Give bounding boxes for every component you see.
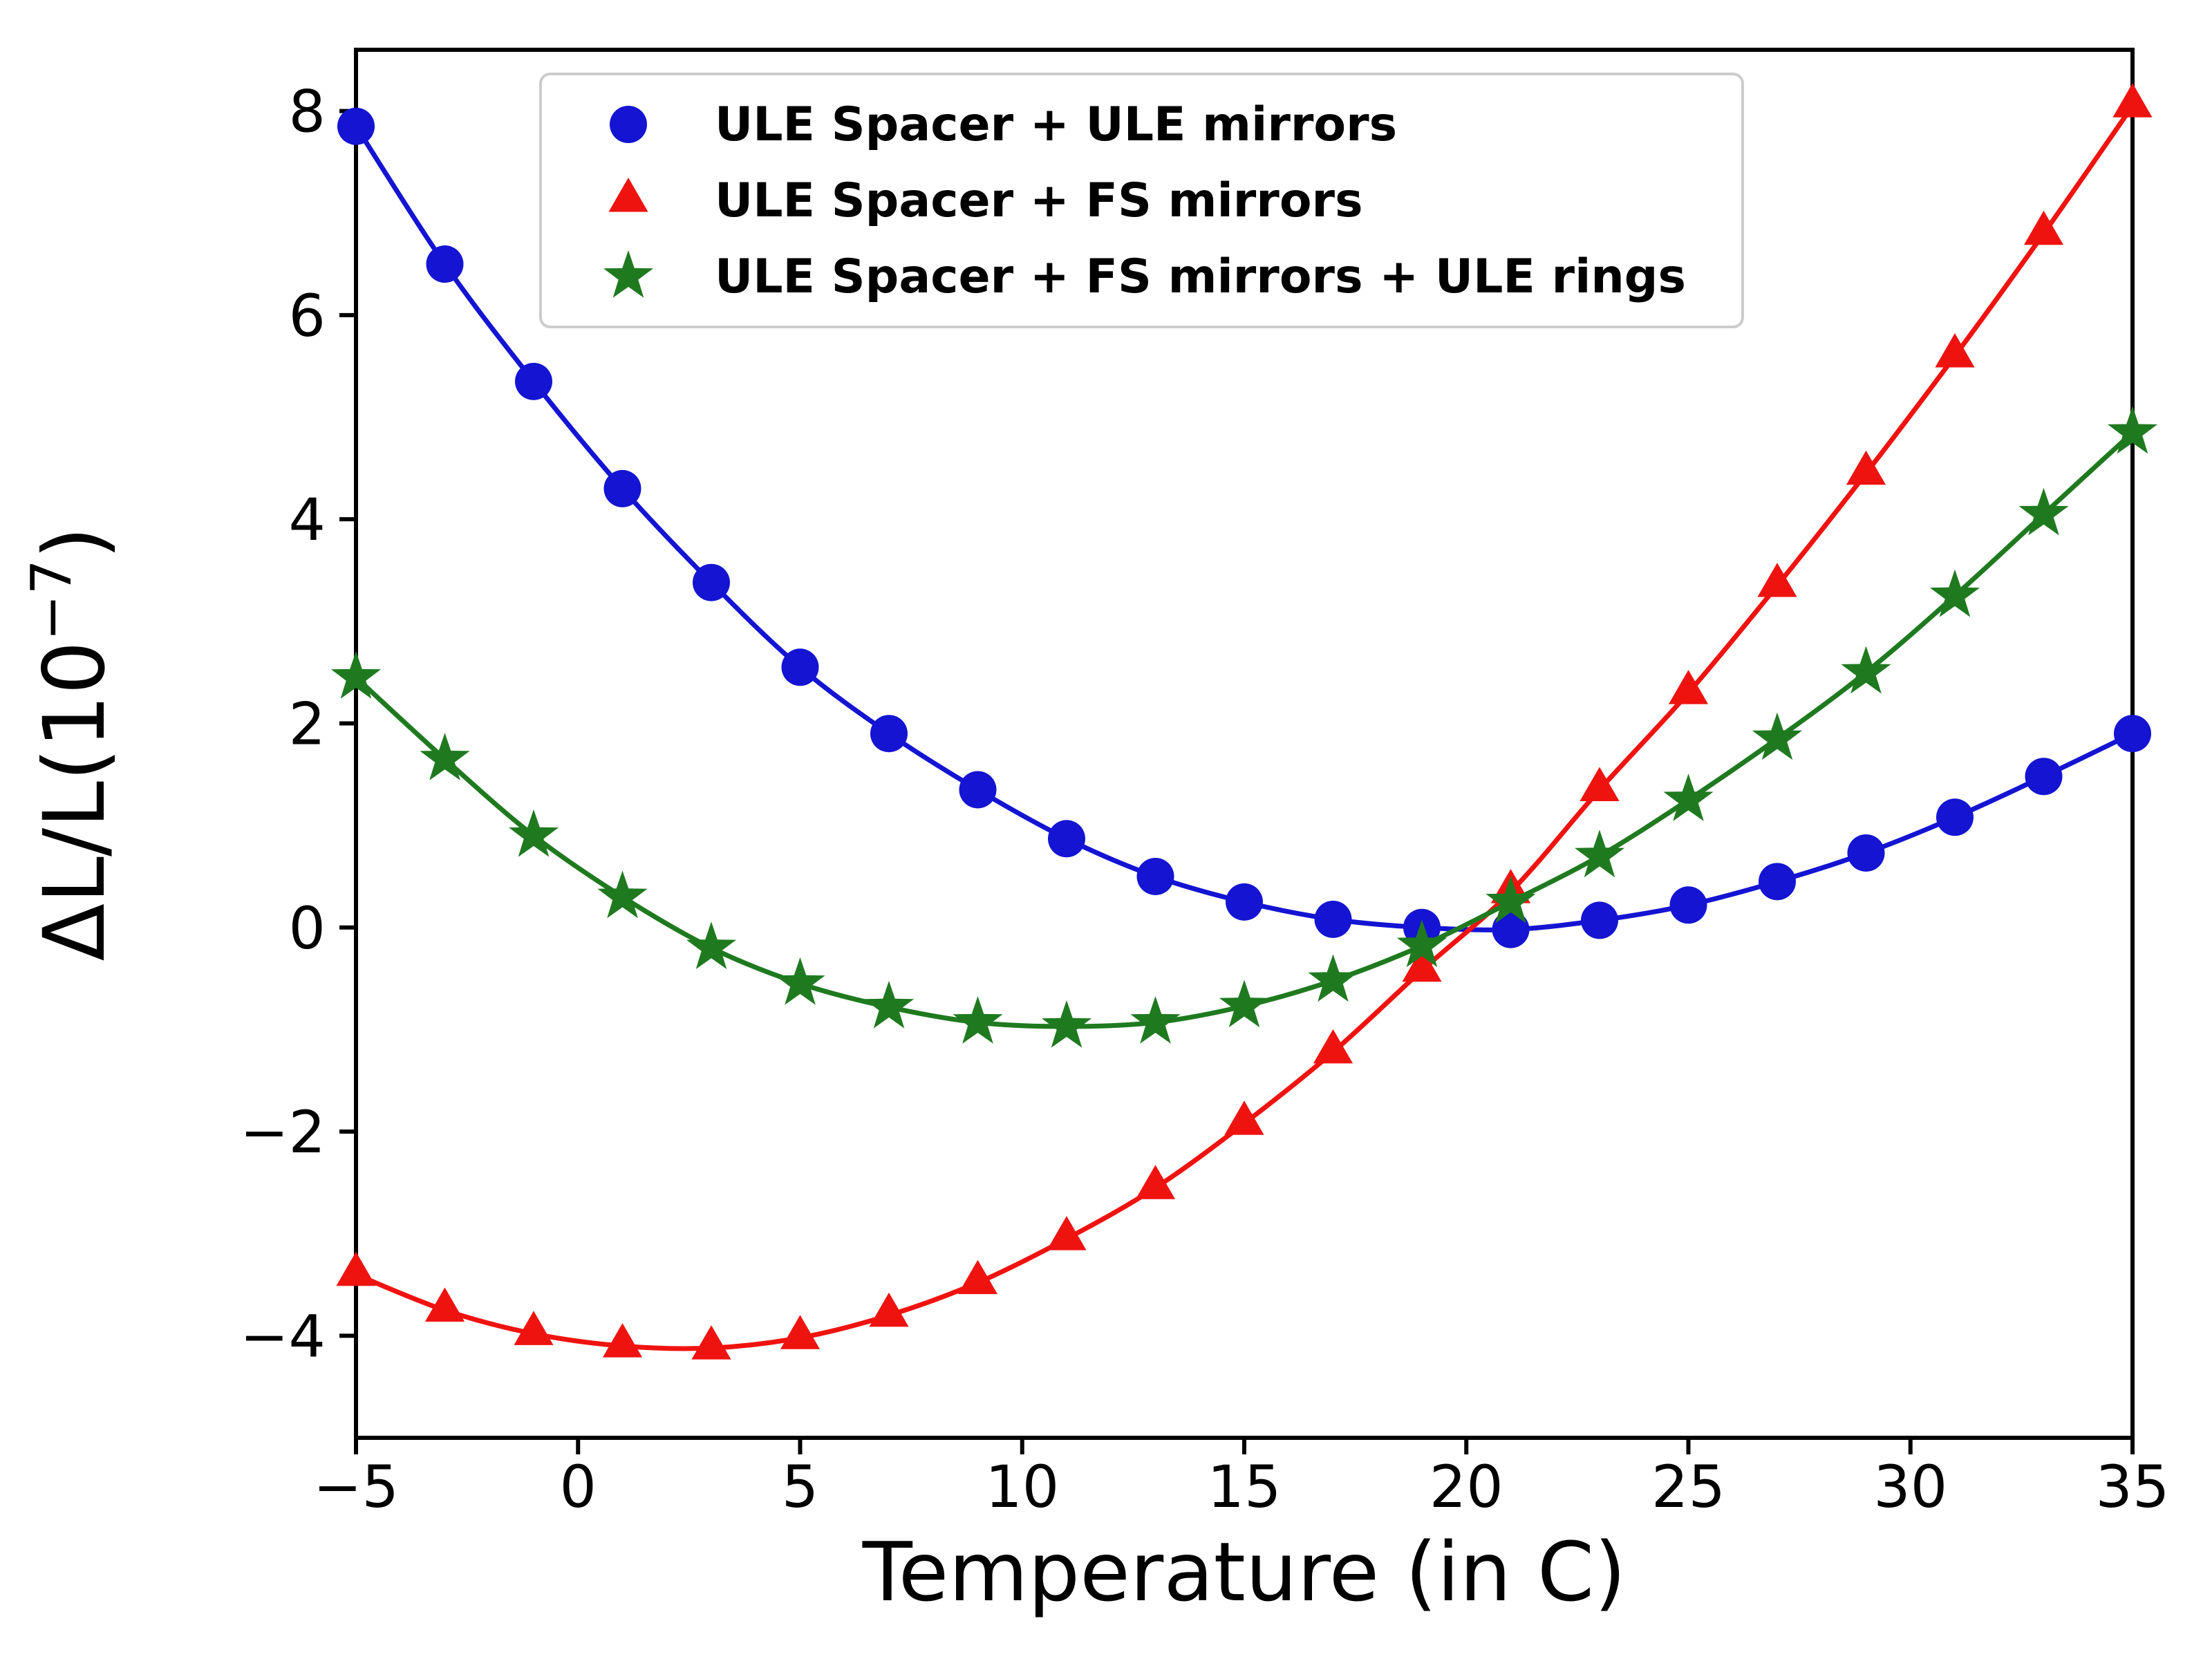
circle-marker [1226, 883, 1263, 921]
star-marker [1219, 980, 1270, 1028]
circle-marker [1492, 910, 1530, 948]
x-tick-label: 10 [985, 1453, 1059, 1521]
triangle-marker [336, 1251, 376, 1286]
series-markers-0 [337, 107, 2151, 948]
star-marker [1041, 1000, 1092, 1048]
star-marker [1396, 919, 1447, 968]
star-marker [863, 980, 915, 1029]
triangle-marker [2112, 83, 2153, 118]
triangle-marker [514, 1311, 554, 1345]
circle-marker [781, 648, 819, 686]
circle-marker [1669, 886, 1707, 924]
series-line-2 [353, 430, 2135, 1029]
triangle-marker [2023, 210, 2064, 245]
triangle-marker [957, 1259, 998, 1295]
triangle-marker [691, 1325, 731, 1360]
star-marker [686, 921, 737, 969]
circle-marker [426, 245, 464, 283]
triangle-marker [1580, 767, 1620, 801]
star-marker [775, 957, 825, 1005]
series-markers-1 [336, 83, 2153, 1360]
y-tick-label: 6 [289, 282, 326, 350]
circle-marker [515, 362, 552, 400]
x-tick-label: 30 [1873, 1453, 1947, 1521]
legend-item-2: ULE Spacer + FS mirrors + ULE rings [573, 245, 1686, 308]
star-marker [2107, 406, 2158, 454]
star-marker [1663, 774, 1714, 821]
star-marker [2018, 487, 2069, 536]
legend-label: ULE Spacer + FS mirrors [715, 173, 1363, 228]
triangle-marker [1935, 332, 1975, 368]
star-marker [1752, 712, 1803, 760]
circle-marker [1759, 863, 1796, 901]
y-tick-label: 4 [289, 486, 326, 554]
star-marker [953, 996, 1003, 1044]
triangle-marker [608, 178, 648, 212]
star-marker [1929, 569, 1980, 617]
legend-item-1: ULE Spacer + FS mirrors [573, 169, 1686, 232]
legend-label: ULE Spacer + FS mirrors + ULE rings [715, 249, 1686, 304]
y-axis-label: ΔL/L(10−7) [19, 527, 124, 962]
circle-marker [610, 106, 647, 143]
series-markers-2 [330, 406, 2158, 1048]
y-tick-label: 2 [289, 690, 326, 758]
triangle-legend-icon [573, 169, 684, 232]
star-marker [1574, 830, 1625, 878]
star-marker [330, 651, 382, 699]
star-marker [597, 870, 648, 919]
star-marker [508, 809, 559, 857]
triangle-marker [1047, 1216, 1087, 1250]
circle-marker [959, 771, 997, 809]
triangle-marker [424, 1287, 465, 1322]
star-marker [1130, 996, 1181, 1044]
star-marker [1841, 646, 1891, 694]
circle-marker [870, 715, 908, 753]
triangle-marker [1757, 563, 1797, 597]
circle-marker [603, 469, 641, 507]
legend-item-0: ULE Spacer + ULE mirrors [573, 93, 1686, 156]
star-marker [1485, 875, 1536, 924]
circle-marker [337, 107, 375, 145]
y-tick-label: −4 [240, 1302, 326, 1370]
circle-marker [1847, 834, 1885, 872]
triangle-marker [1668, 670, 1709, 704]
triangle-marker [1135, 1165, 1176, 1199]
x-tick-label: −5 [313, 1453, 399, 1521]
y-tick-label: −2 [240, 1098, 326, 1166]
star-marker [420, 733, 470, 780]
triangle-marker [1402, 947, 1442, 982]
circle-marker [2025, 758, 2063, 796]
y-tick-label: 8 [289, 78, 326, 146]
x-tick-label: 0 [560, 1453, 597, 1521]
x-tick-label: 20 [1430, 1453, 1503, 1521]
y-tick-label: 0 [289, 894, 326, 962]
circle-marker [1581, 901, 1618, 939]
x-tick-label: 15 [1208, 1453, 1282, 1521]
triangle-marker [1313, 1029, 1353, 1064]
triangle-marker [602, 1323, 643, 1358]
star-marker [1308, 954, 1358, 1002]
circle-legend-icon [573, 93, 684, 156]
triangle-marker [780, 1315, 821, 1349]
circle-marker [693, 563, 730, 601]
x-tick-label: 25 [1651, 1453, 1725, 1521]
legend-label: ULE Spacer + ULE mirrors [715, 97, 1398, 152]
circle-marker [1136, 857, 1174, 895]
circle-marker [2114, 715, 2151, 753]
x-axis-label: Temperature (in C) [862, 1524, 1627, 1620]
x-tick-label: 5 [782, 1453, 818, 1521]
circle-marker [1936, 798, 1974, 836]
triangle-marker [1846, 450, 1886, 485]
triangle-marker [1224, 1100, 1264, 1135]
legend: ULE Spacer + ULE mirrors ULE Spacer + FS … [539, 73, 1744, 328]
circle-marker [1314, 900, 1352, 938]
circle-marker [1048, 820, 1085, 858]
star-marker [603, 250, 654, 298]
star-legend-icon [573, 245, 684, 308]
triangle-marker [869, 1292, 909, 1327]
x-tick-label: 35 [2096, 1453, 2170, 1521]
